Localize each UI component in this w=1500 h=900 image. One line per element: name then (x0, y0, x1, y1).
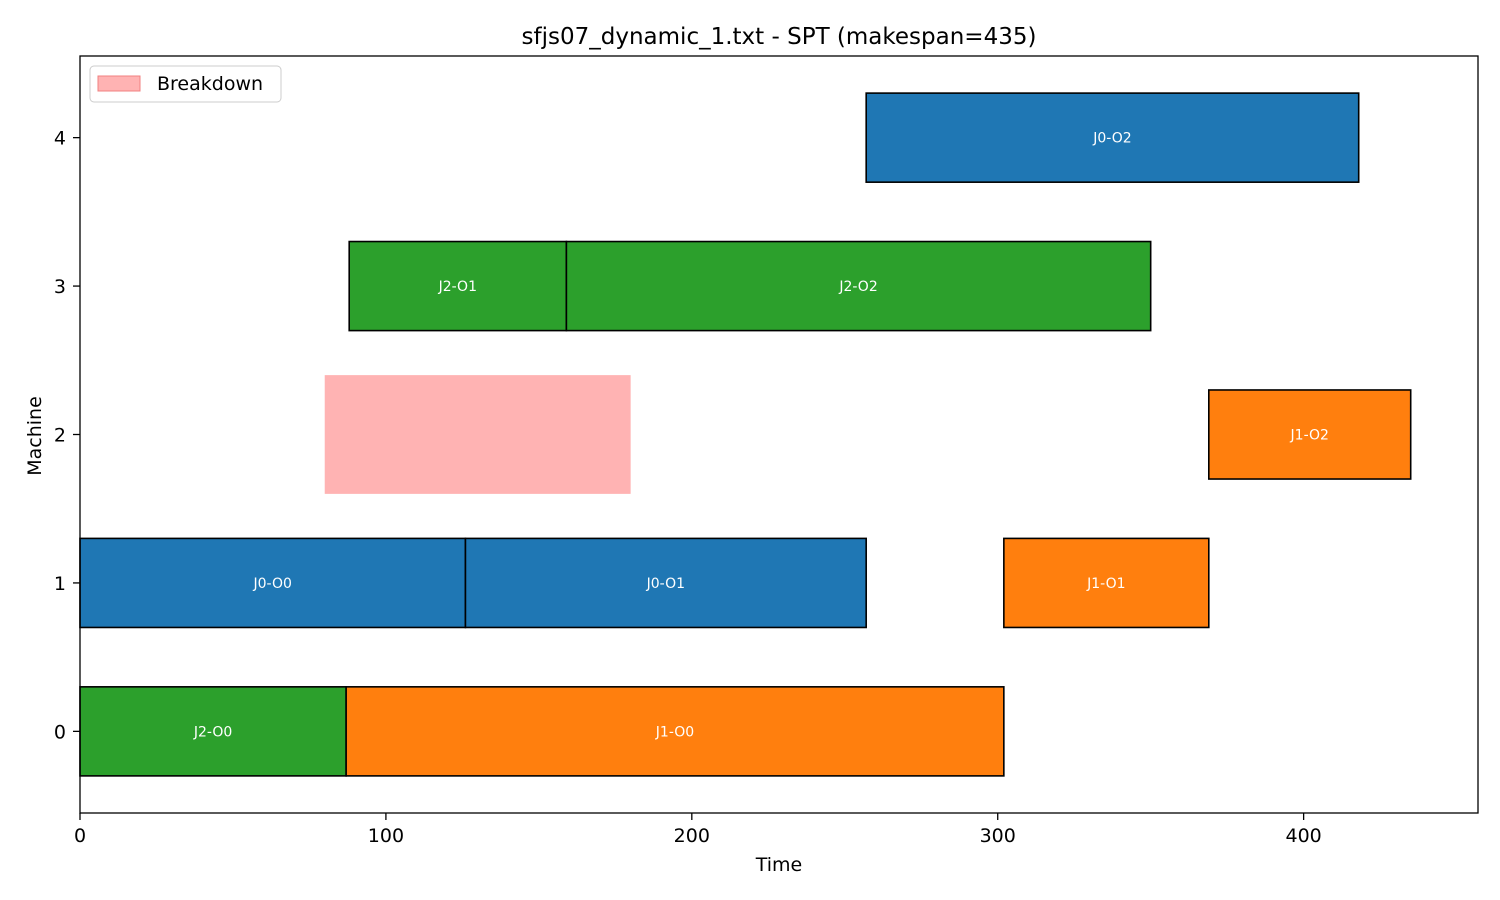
op-label-j2-o0: J2-O0 (193, 724, 232, 740)
op-bar-j1-o2 (1208, 389, 1412, 480)
op-bar-j2-o0 (79, 686, 347, 777)
y-tick-label-2: 2 (54, 425, 66, 447)
x-tick-label-0: 0 (74, 825, 86, 847)
chart-title: sfjs07_dynamic_1.txt - SPT (makespan=435… (522, 24, 1037, 50)
op-label-j0-o1: J0-O1 (646, 576, 685, 592)
op-bar-j1-o0 (345, 686, 1005, 777)
x-tick-label-300: 300 (980, 825, 1016, 847)
y-axis-label: Machine (24, 396, 46, 476)
y-tick-label-4: 4 (54, 128, 66, 150)
legend-swatch-breakdown (97, 75, 141, 92)
op-label-j1-o1: J1-O1 (1086, 576, 1125, 592)
op-bar-j0-o1 (464, 537, 867, 629)
op-label-j2-o1: J2-O1 (438, 279, 477, 295)
x-axis-label: Time (755, 854, 803, 876)
legend-label-breakdown: Breakdown (157, 73, 263, 95)
op-label-j1-o2: J1-O2 (1290, 428, 1329, 444)
x-tick-label-400: 400 (1285, 825, 1321, 847)
y-tick-label-3: 3 (54, 276, 66, 298)
x-tick-label-200: 200 (674, 825, 710, 847)
y-tick-label-1: 1 (54, 573, 66, 595)
x-tick-label-100: 100 (368, 825, 404, 847)
legend: Breakdown (89, 65, 282, 103)
y-tick-label-0: 0 (54, 721, 66, 743)
op-bar-j0-o2 (865, 92, 1360, 183)
op-label-j1-o0: J1-O0 (655, 724, 694, 740)
op-label-j2-o2: J2-O2 (838, 279, 877, 295)
op-bar-j0-o0 (79, 537, 467, 629)
op-bar-j2-o1 (348, 240, 568, 332)
breakdown-bar-0 (324, 375, 631, 494)
legend-box (89, 65, 282, 103)
op-label-j0-o2: J0-O2 (1092, 131, 1131, 147)
op-label-j0-o0: J0-O0 (253, 576, 292, 592)
op-bar-j2-o2 (565, 240, 1152, 332)
op-bar-j1-o1 (1003, 537, 1210, 629)
